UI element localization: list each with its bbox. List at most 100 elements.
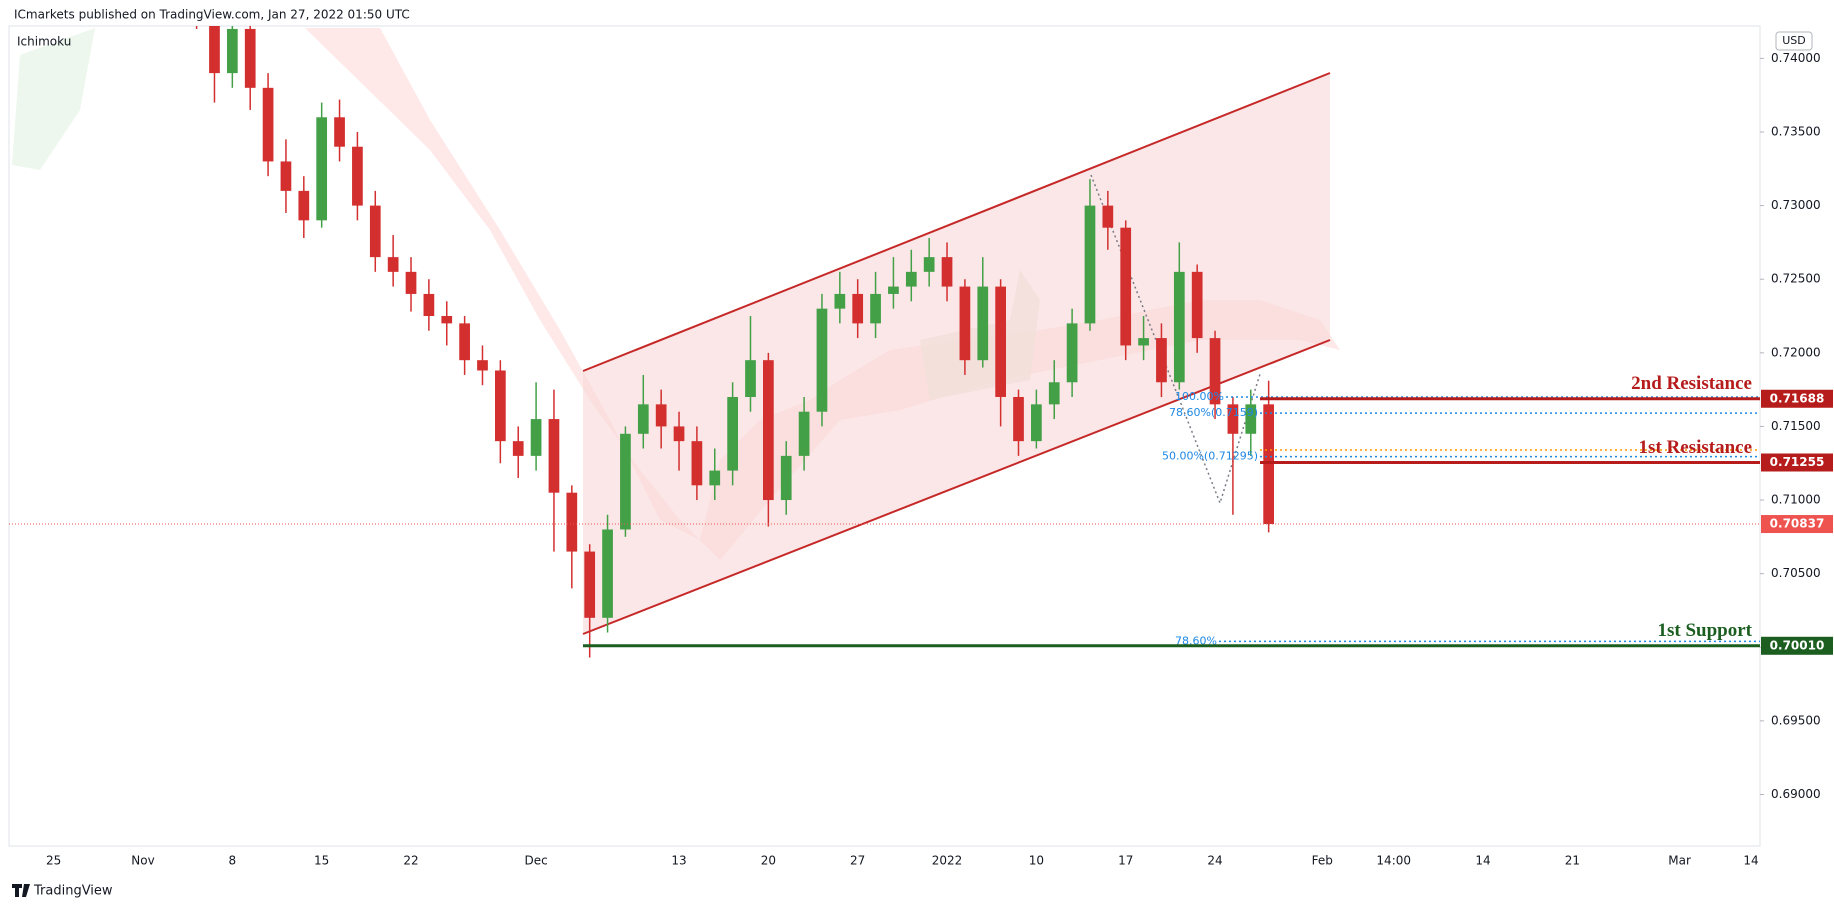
candle-body xyxy=(244,28,256,88)
last-price-label: 0.70837 xyxy=(1770,517,1825,531)
candle-body xyxy=(1209,338,1221,405)
candle-body xyxy=(1120,227,1132,346)
x-tick-label: 14 xyxy=(1475,854,1490,868)
y-tick-label: 0.73500 xyxy=(1771,124,1821,138)
x-tick-label: 17 xyxy=(1118,854,1133,868)
candle-body xyxy=(1048,382,1060,405)
candle-body xyxy=(620,433,631,530)
candle-body xyxy=(816,308,828,412)
candle-body xyxy=(691,441,703,486)
candle-body xyxy=(298,190,310,221)
fib-label: 78.60% xyxy=(1175,634,1217,647)
indicator-label: Ichimoku xyxy=(17,35,71,49)
level-price-box xyxy=(1761,636,1833,655)
candle-body xyxy=(923,257,935,272)
candle-body xyxy=(548,419,560,493)
candle-body xyxy=(745,360,756,397)
level-price-label: 0.71255 xyxy=(1770,455,1825,469)
cloud-red xyxy=(305,28,1340,560)
candle-body xyxy=(226,28,238,74)
y-tick-label: 0.70500 xyxy=(1771,566,1821,580)
y-tick-label: 0.71000 xyxy=(1771,493,1821,507)
y-tick-label: 0.69500 xyxy=(1771,713,1821,727)
x-tick-label: 14:00 xyxy=(1376,854,1411,868)
candle-body xyxy=(1191,271,1203,339)
candle-body xyxy=(262,87,274,162)
x-tick-label: 10 xyxy=(1029,854,1044,868)
candle-body xyxy=(798,411,810,456)
candle-body xyxy=(959,286,971,361)
currency: USD xyxy=(1782,34,1806,47)
y-tick-label: 0.74000 xyxy=(1771,51,1821,65)
candle-body xyxy=(352,146,363,206)
candle-body xyxy=(459,323,470,361)
candle-body xyxy=(1084,205,1096,324)
level-price-label: 0.70010 xyxy=(1770,638,1825,652)
fib-label: 78.60%(0.7159) xyxy=(1169,406,1258,419)
candle-body xyxy=(763,360,774,501)
candle-body xyxy=(584,551,596,618)
x-tick-label: 2022 xyxy=(932,854,963,868)
candle-body xyxy=(423,293,435,317)
candle-body xyxy=(977,286,989,361)
candle-body xyxy=(441,316,453,324)
channel-lower xyxy=(582,339,1331,635)
candle-body xyxy=(673,426,685,442)
candle-body xyxy=(209,26,220,74)
x-tick-label: 8 xyxy=(229,854,237,868)
level-name: 1st Resistance xyxy=(1639,437,1752,458)
candle-body xyxy=(316,117,328,221)
x-tick-label: 13 xyxy=(671,854,686,868)
candle-body xyxy=(780,455,792,501)
candle-body xyxy=(905,271,917,287)
y-tick-label: 0.69000 xyxy=(1771,787,1821,801)
y-tick-label: 0.72500 xyxy=(1771,272,1821,286)
y-tick-label: 0.73000 xyxy=(1771,198,1821,212)
header: ICmarkets published on TradingView.com, … xyxy=(14,8,410,22)
x-tick-label: 27 xyxy=(850,854,865,868)
candle-body xyxy=(369,205,381,258)
candle-body xyxy=(512,441,524,456)
candle-body xyxy=(1173,271,1185,383)
fib-label: 50.00%(0.71295) xyxy=(1162,450,1258,463)
level-price-box xyxy=(1761,453,1833,472)
candle-body xyxy=(280,161,292,191)
plot-frame xyxy=(8,25,1761,847)
level-price-label: 0.71688 xyxy=(1770,391,1825,405)
candle-body xyxy=(637,404,649,434)
fib-label: 100.00% xyxy=(1175,390,1224,403)
cloud-green xyxy=(12,28,95,170)
candle-body xyxy=(602,529,613,618)
level-price-box xyxy=(1761,389,1833,408)
candle-body xyxy=(941,257,953,287)
level-name: 1st Support xyxy=(1658,620,1753,641)
x-tick-label: 14 xyxy=(1743,854,1758,868)
x-tick-label: 25 xyxy=(46,854,61,868)
x-tick-label: Mar xyxy=(1668,854,1691,868)
candle-body xyxy=(852,293,864,324)
candle-body xyxy=(1263,404,1275,525)
candle-body xyxy=(709,470,721,486)
candle-body xyxy=(494,370,506,442)
x-tick-label: 21 xyxy=(1565,854,1580,868)
x-tick-label: 22 xyxy=(403,854,418,868)
candle-body xyxy=(834,293,846,309)
candle-body xyxy=(870,293,881,324)
x-tick-label: Nov xyxy=(131,854,154,868)
x-tick-label: 20 xyxy=(761,854,776,868)
candle-body xyxy=(655,404,667,427)
candle-body xyxy=(1156,338,1167,383)
candle-body xyxy=(405,271,417,294)
candle-body xyxy=(995,286,1006,397)
x-tick-label: 15 xyxy=(314,854,329,868)
logo xyxy=(12,884,30,897)
candle-body xyxy=(334,117,345,147)
candle-body xyxy=(387,257,399,272)
candle-body xyxy=(477,360,488,371)
channel-upper xyxy=(582,72,1331,372)
level-name: 2nd Resistance xyxy=(1631,373,1752,394)
candle-body xyxy=(888,286,899,294)
x-tick-label: Feb xyxy=(1312,854,1333,868)
candle-body xyxy=(1066,323,1078,383)
